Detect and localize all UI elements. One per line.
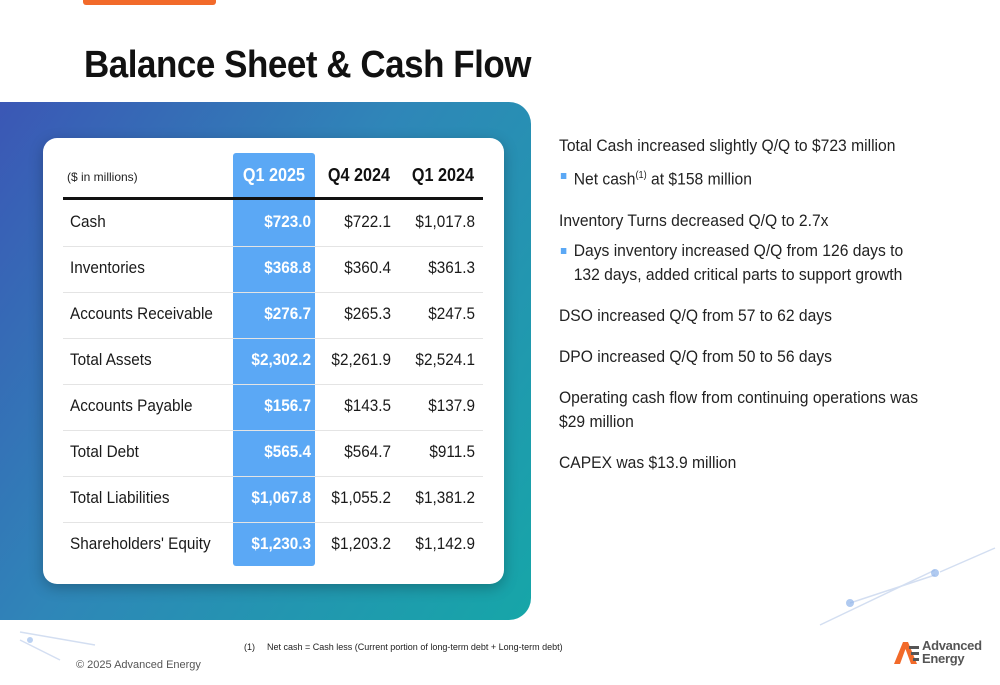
inventory-commentary: Inventory Turns decreased Q/Q to 2.7x (559, 210, 829, 230)
value-q1-2025: $723.0 (264, 212, 311, 231)
row-label: Cash (70, 212, 106, 231)
value-q4-2024: $564.7 (344, 442, 391, 461)
page-title: Balance Sheet & Cash Flow (84, 44, 532, 86)
column-header-q1-2025: Q1 2025 (242, 165, 306, 185)
value-q1-2025: $156.7 (264, 396, 311, 415)
logo-wordmark: Advanced Energy (922, 639, 982, 665)
row-label: Inventories (70, 258, 145, 277)
row-label: Total Debt (70, 442, 139, 461)
row-label: Total Assets (70, 350, 152, 369)
value-q4-2024: $722.1 (344, 212, 391, 231)
table-row-accounts-receivable: Accounts Receivable $276.7 $265.3 $247.5 (63, 292, 483, 339)
footnote-number: (1) (244, 642, 255, 652)
net-cash-bullet: Net cash(1) at $158 million (559, 164, 927, 192)
footnote-text: Net cash = Cash less (Current portion of… (267, 642, 563, 652)
value-q1-2024: $911.5 (429, 442, 475, 461)
value-q4-2024: $2,261.9 (331, 350, 391, 369)
days-inventory-bullet: Days inventory increased Q/Q from 126 da… (559, 239, 927, 287)
value-q1-2024: $137.9 (428, 396, 475, 415)
table-row-shareholders-equity: Shareholders' Equity $1,230.3 $1,203.2 $… (63, 522, 483, 568)
logo-line-1: Advanced (922, 638, 982, 653)
net-cash-value: at $158 million (646, 169, 752, 189)
row-label: Accounts Payable (70, 396, 193, 415)
table-row-cash: Cash $723.0 $722.1 $1,017.8 (63, 200, 483, 247)
header-divider (63, 197, 483, 200)
copyright: © 2025 Advanced Energy (76, 659, 201, 671)
commentary-panel: Total Cash increased slightly Q/Q to $72… (559, 134, 959, 475)
table-row-inventories: Inventories $368.8 $360.4 $361.3 (63, 246, 483, 293)
current-quarter-highlight (233, 153, 315, 566)
table-row-total-assets: Total Assets $2,302.2 $2,261.9 $2,524.1 (63, 338, 483, 385)
value-q1-2025: $368.8 (264, 258, 311, 277)
logo-line-2: Energy (922, 651, 965, 666)
value-q1-2025: $276.7 (264, 304, 311, 323)
value-q1-2025: $1,230.3 (251, 534, 311, 553)
row-label: Shareholders' Equity (70, 534, 211, 553)
footnote-ref: (1) (635, 170, 647, 181)
advanced-energy-logo-icon (894, 642, 919, 664)
value-q1-2024: $1,017.8 (415, 212, 475, 231)
capex-commentary: CAPEX was $13.9 million (559, 452, 737, 472)
value-q4-2024: $360.4 (344, 258, 391, 277)
operating-cash-flow-commentary: Operating cash flow from continuing oper… (559, 387, 919, 431)
column-header-q1-2024: Q1 2024 (411, 165, 475, 185)
dpo-commentary: DPO increased Q/Q from 50 to 56 days (559, 346, 832, 366)
value-q1-2025: $2,302.2 (251, 350, 311, 369)
dso-commentary: DSO increased Q/Q from 57 to 62 days (559, 305, 832, 325)
units-label: ($ in millions) (67, 170, 138, 184)
footnote: (1) Net cash = Cash less (Current portion… (244, 642, 563, 652)
top-accent-bar (83, 0, 216, 5)
table-row-accounts-payable: Accounts Payable $156.7 $143.5 $137.9 (63, 384, 483, 431)
value-q1-2024: $1,381.2 (415, 488, 475, 507)
net-cash-label: Net cash (573, 169, 636, 189)
value-q4-2024: $1,203.2 (331, 534, 391, 553)
value-q4-2024: $265.3 (344, 304, 391, 323)
value-q4-2024: $143.5 (344, 396, 391, 415)
value-q1-2024: $247.5 (428, 304, 475, 323)
value-q1-2024: $1,142.9 (415, 534, 475, 553)
value-q1-2025: $565.4 (264, 442, 311, 461)
value-q4-2024: $1,055.2 (331, 488, 391, 507)
row-label: Total Liabilities (70, 488, 170, 507)
column-header-q4-2024: Q4 2024 (327, 165, 391, 185)
value-q1-2024: $361.3 (428, 258, 475, 277)
value-q1-2025: $1,067.8 (251, 488, 311, 507)
value-q1-2024: $2,524.1 (415, 350, 475, 369)
cash-commentary: Total Cash increased slightly Q/Q to $72… (559, 136, 896, 155)
row-label: Accounts Receivable (70, 304, 213, 323)
table-row-total-liabilities: Total Liabilities $1,067.8 $1,055.2 $1,3… (63, 476, 483, 523)
table-row-total-debt: Total Debt $565.4 $564.7 $911.5 (63, 430, 483, 477)
